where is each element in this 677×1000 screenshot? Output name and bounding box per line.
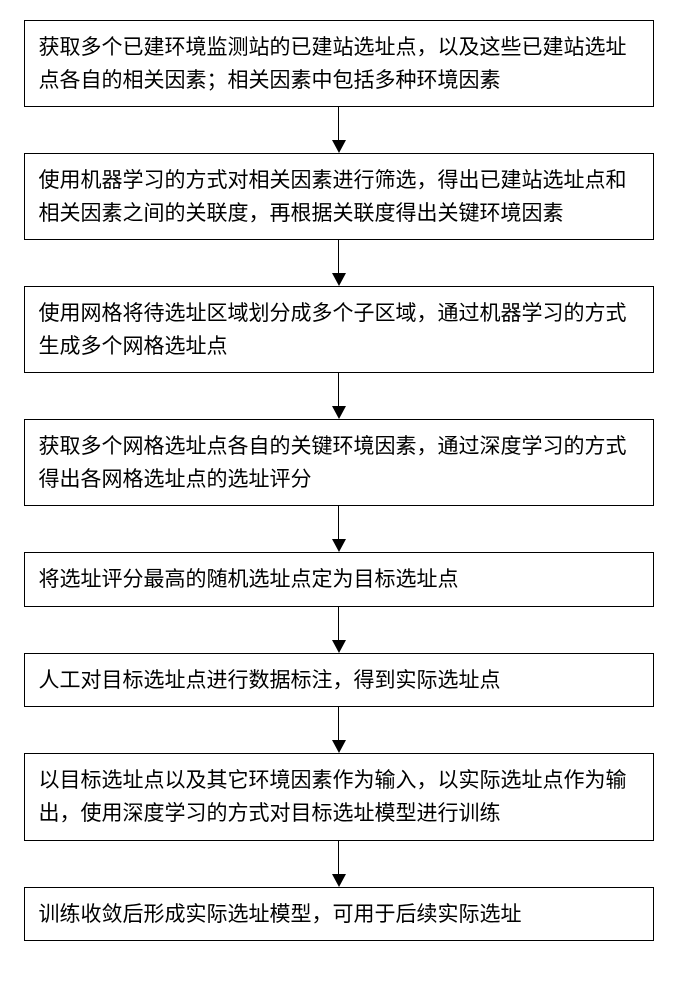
arrow-line: [338, 240, 340, 274]
arrow-head-icon: [332, 640, 346, 653]
step-text: 使用网格将待选址区域划分成多个子区域，通过机器学习的方式生成多个网格选址点: [39, 301, 627, 358]
flowchart-container: 获取多个已建环境监测站的已建站选址点，以及这些已建站选址点各自的相关因素；相关因…: [10, 20, 667, 941]
arrow-line: [338, 607, 340, 641]
step-box: 获取多个网格选址点各自的关键环境因素，通过深度学习的方式得出各网格选址点的选址评…: [24, 419, 654, 506]
arrow-line: [338, 107, 340, 141]
step-box: 将选址评分最高的随机选址点定为目标选址点: [24, 552, 654, 607]
step-text: 使用机器学习的方式对相关因素进行筛选，得出已建站选址点和相关因素之间的关联度，再…: [39, 168, 627, 225]
step-text: 获取多个已建环境监测站的已建站选址点，以及这些已建站选址点各自的相关因素；相关因…: [39, 35, 627, 92]
arrow-head-icon: [332, 273, 346, 286]
arrow-line: [338, 841, 340, 875]
arrow-down: [332, 707, 346, 753]
step-box: 获取多个已建环境监测站的已建站选址点，以及这些已建站选址点各自的相关因素；相关因…: [24, 20, 654, 107]
arrow-line: [338, 373, 340, 407]
step-box: 人工对目标选址点进行数据标注，得到实际选址点: [24, 653, 654, 708]
arrow-down: [332, 240, 346, 286]
arrow-head-icon: [332, 539, 346, 552]
step-text: 人工对目标选址点进行数据标注，得到实际选址点: [39, 668, 501, 692]
arrow-down: [332, 607, 346, 653]
arrow-down: [332, 506, 346, 552]
step-box: 使用网格将待选址区域划分成多个子区域，通过机器学习的方式生成多个网格选址点: [24, 286, 654, 373]
step-box: 以目标选址点以及其它环境因素作为输入，以实际选址点作为输出，使用深度学习的方式对…: [24, 753, 654, 840]
arrow-line: [338, 707, 340, 741]
step-text: 训练收敛后形成实际选址模型，可用于后续实际选址: [39, 902, 522, 926]
step-text: 以目标选址点以及其它环境因素作为输入，以实际选址点作为输出，使用深度学习的方式对…: [39, 768, 627, 825]
step-box: 训练收敛后形成实际选址模型，可用于后续实际选址: [24, 887, 654, 942]
step-text: 获取多个网格选址点各自的关键环境因素，通过深度学习的方式得出各网格选址点的选址评…: [39, 434, 627, 491]
arrow-down: [332, 107, 346, 153]
step-text: 将选址评分最高的随机选址点定为目标选址点: [39, 567, 459, 591]
arrow-head-icon: [332, 140, 346, 153]
arrow-down: [332, 841, 346, 887]
arrow-head-icon: [332, 740, 346, 753]
arrow-head-icon: [332, 874, 346, 887]
step-box: 使用机器学习的方式对相关因素进行筛选，得出已建站选址点和相关因素之间的关联度，再…: [24, 153, 654, 240]
arrow-down: [332, 373, 346, 419]
arrow-line: [338, 506, 340, 540]
arrow-head-icon: [332, 406, 346, 419]
